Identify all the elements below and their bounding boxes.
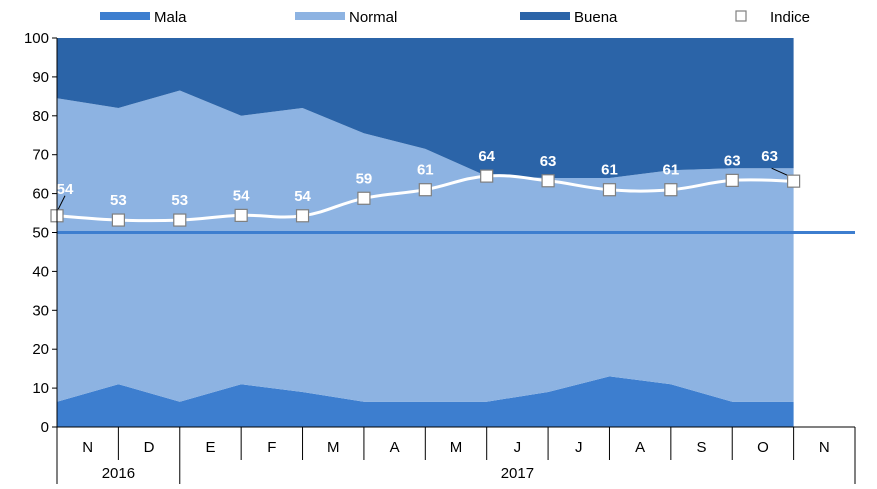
y-tick-label: 0 bbox=[41, 419, 49, 436]
y-tick-label: 40 bbox=[32, 263, 49, 280]
area-layers bbox=[57, 38, 794, 427]
x-tick-label: S bbox=[697, 439, 707, 456]
y-tick-label: 100 bbox=[24, 30, 49, 47]
index-data-label: 63 bbox=[761, 148, 778, 165]
y-tick-label: 50 bbox=[32, 225, 49, 242]
legend-swatch-normal bbox=[295, 12, 345, 20]
legend-swatch-mala bbox=[100, 12, 150, 20]
legend-label-buena: Buena bbox=[574, 9, 618, 26]
x-tick-label: N bbox=[82, 439, 93, 456]
index-data-label: 64 bbox=[478, 148, 495, 165]
x-tick-label: D bbox=[144, 439, 155, 456]
legend-swatch-buena bbox=[520, 12, 570, 20]
index-line-group: 54 53 53 54 54 59 61 64 63 61 61 63 63 bbox=[50, 148, 801, 227]
year-label: 2016 bbox=[102, 465, 135, 482]
x-tick-label: M bbox=[450, 439, 463, 456]
index-data-label: 54 bbox=[233, 187, 250, 204]
legend-marker-indice bbox=[735, 10, 747, 22]
x-axis: N D E F M A M J J A S O N 2016 2017 bbox=[56, 426, 856, 484]
index-marker bbox=[357, 191, 371, 205]
index-data-label: 61 bbox=[663, 162, 680, 179]
index-marker bbox=[295, 209, 310, 223]
legend-label-indice: Indice bbox=[770, 9, 810, 26]
y-tick-label: 70 bbox=[32, 147, 49, 164]
index-marker bbox=[541, 174, 555, 188]
index-marker bbox=[725, 173, 739, 187]
legend-label-mala: Mala bbox=[154, 9, 187, 26]
index-data-label: 61 bbox=[417, 162, 434, 179]
x-tick-label: O bbox=[757, 439, 769, 456]
index-marker bbox=[111, 213, 125, 227]
x-tick-label: J bbox=[514, 439, 522, 456]
y-tick-label: 90 bbox=[32, 69, 49, 86]
index-data-label: 54 bbox=[294, 188, 311, 205]
x-tick-label: F bbox=[267, 439, 276, 456]
x-tick-label: M bbox=[327, 439, 340, 456]
x-tick-label: J bbox=[575, 439, 583, 456]
index-data-label: 63 bbox=[540, 153, 557, 170]
x-tick-label: A bbox=[390, 439, 400, 456]
index-marker bbox=[602, 183, 617, 197]
y-tick-label: 80 bbox=[32, 108, 49, 125]
index-marker bbox=[480, 169, 494, 183]
area-normal bbox=[57, 90, 794, 402]
index-data-label: 53 bbox=[171, 192, 188, 209]
x-tick-label: N bbox=[819, 439, 830, 456]
label-leader-first bbox=[57, 195, 66, 210]
area-buena bbox=[57, 38, 794, 178]
index-data-label: 59 bbox=[356, 170, 373, 187]
index-data-label: 63 bbox=[724, 152, 741, 169]
y-axis: 0 10 20 30 40 50 60 70 80 90 100 bbox=[24, 30, 58, 436]
index-data-label: 61 bbox=[601, 162, 618, 179]
x-tick-label: A bbox=[635, 439, 645, 456]
y-tick-label: 10 bbox=[32, 380, 49, 397]
y-tick-label: 30 bbox=[32, 302, 49, 319]
y-tick-label: 60 bbox=[32, 186, 49, 203]
y-tick-label: 20 bbox=[32, 341, 49, 358]
x-tick-label: E bbox=[205, 439, 215, 456]
legend: Mala Normal Buena Indice bbox=[100, 9, 810, 26]
index-marker bbox=[664, 183, 678, 197]
index-data-label: 54 bbox=[57, 181, 74, 198]
index-marker bbox=[787, 174, 801, 188]
index-marker bbox=[418, 183, 432, 197]
index-marker bbox=[173, 213, 187, 227]
index-data-label: 53 bbox=[110, 192, 127, 209]
year-label: 2017 bbox=[501, 465, 534, 482]
legend-label-normal: Normal bbox=[349, 9, 397, 26]
index-marker bbox=[234, 208, 248, 222]
